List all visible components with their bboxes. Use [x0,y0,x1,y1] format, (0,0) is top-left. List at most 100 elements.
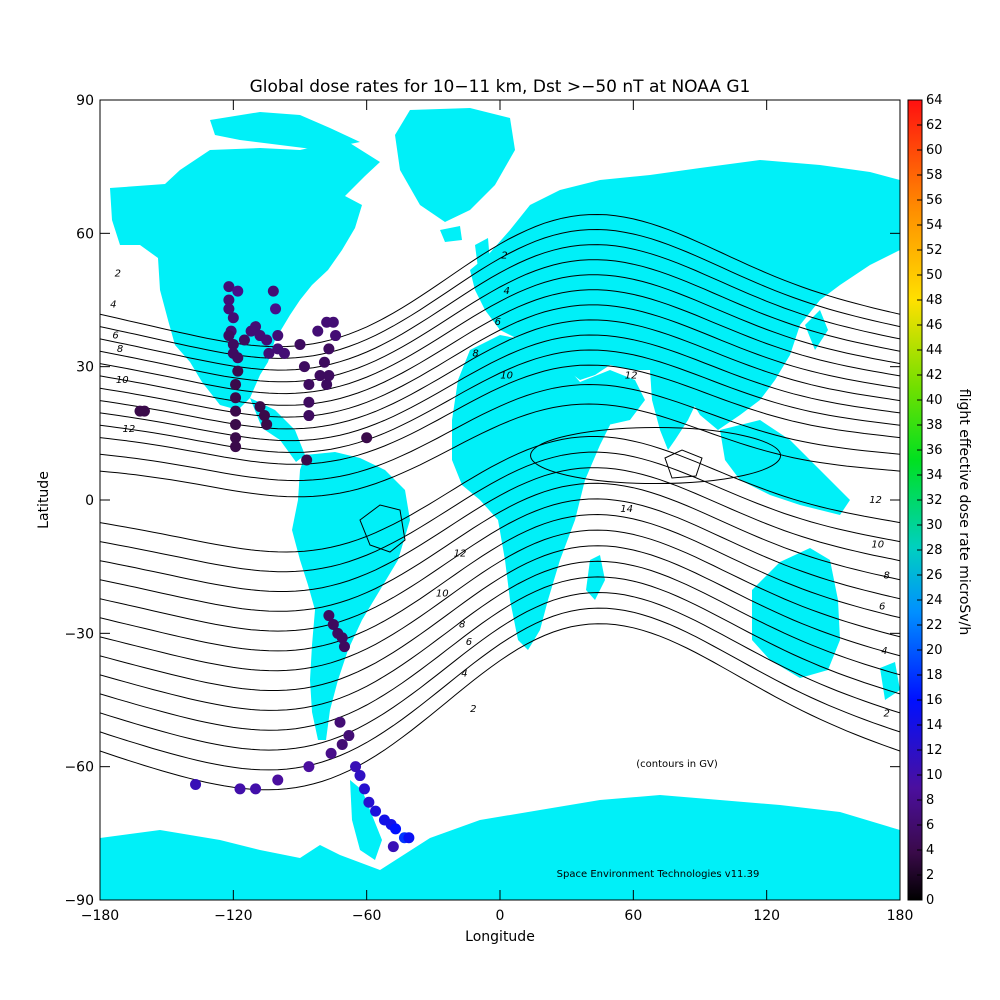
flight-dose-point [323,610,335,622]
contour-label: 8 [472,348,478,359]
y-tick-label: −90 [64,893,94,909]
flight-dose-point [338,641,350,653]
flight-dose-point [232,365,244,377]
contour-label: 2 [470,704,476,715]
flight-dose-point [134,405,146,417]
land-new-zealand [880,662,900,700]
contour-line [100,467,900,592]
contour-inner-loop [664,449,703,479]
contour-line [100,560,900,711]
contour-label: 12 [869,495,882,506]
flight-dose-point [370,805,382,817]
contour-label: 2 [501,251,507,262]
flight-dose-point [363,796,375,808]
y-tick-label: 90 [76,93,94,109]
contour-label: 6 [112,331,118,342]
flight-dose-point [227,312,239,324]
contour-label: 10 [116,375,129,386]
x-tick-label: 0 [496,908,505,924]
contour-line [100,591,900,751]
flight-dose-point [303,378,315,390]
colorbar-tick-label: 14 [926,718,943,733]
land-british-isles [475,238,490,268]
colorbar-tick-label: 0 [926,893,934,908]
flight-dose-point [354,770,366,782]
colorbar-tick-label: 42 [926,368,943,383]
flight-dose-point [267,285,279,297]
land-eurasia [470,160,900,430]
colorbar-tick-label: 64 [926,93,943,108]
land-north-america [110,140,380,410]
colorbar-tick-label: 50 [926,268,943,283]
land-madagascar [586,555,605,600]
x-tick-label: 60 [624,908,642,924]
contour-label: 12 [625,371,638,382]
flight-dose-point [321,378,333,390]
flight-dose-point [325,747,337,759]
flight-dose-point [278,347,290,359]
colorbar-tick-label: 52 [926,243,943,258]
flight-dose-point [272,774,284,786]
colorbar-tick-label: 40 [926,393,943,408]
flight-dose-point [303,396,315,408]
flight-dose-point [258,410,270,422]
flight-dose-point [190,778,202,790]
colorbar-tick-label: 6 [926,818,934,833]
flight-dose-point [336,632,348,644]
flight-dose-point [330,330,342,342]
flight-dose-point [230,405,242,417]
contour-label: 2 [115,268,121,279]
colorbar-tick-label: 16 [926,693,943,708]
contour-line [100,383,900,482]
colorbar-tick-label: 32 [926,493,943,508]
colorbar-tick-label: 34 [926,468,943,483]
map-axes: −180 −120 −60 0 60 120 180 90 60 30 0 −30 −60 −90 [64,93,913,924]
flight-dose-point [318,356,330,368]
y-tick-label: −60 [64,760,94,776]
x-tick-label: −120 [214,908,252,924]
flight-dose-point [303,410,315,422]
flight-dose-point [254,401,266,413]
colorbar-tick-label: 2 [926,868,934,883]
flight-dose-point [232,352,244,364]
contour-line [100,513,900,652]
flight-dose-point [230,378,242,390]
colorbar-ticks: 0246810121416182022242628303234363840424… [917,93,943,908]
land-southeast-asia [720,420,850,515]
flight-dose-point [261,334,273,346]
flight-dose-point [298,361,310,373]
contour-note: (contours in GV) [636,759,718,770]
colorbar-tick-label: 60 [926,143,943,158]
flight-dose-point [334,716,346,728]
land-antarctica [100,795,900,900]
colorbar-tick-label: 46 [926,318,943,333]
flight-dose-point [303,761,315,773]
land-arabia [580,370,645,425]
contour-line [100,364,900,465]
contour-label: 8 [117,344,123,355]
flight-dose-point [227,338,239,350]
flight-dose-point [327,618,339,630]
flight-dose-point [301,454,313,466]
contour-line [100,545,900,691]
flight-dose-point [250,321,262,333]
contour-line [100,529,900,672]
colorbar: 0246810121416182022242628303234363840424… [907,93,972,908]
flight-dose-point [343,730,355,742]
flight-dose-point [294,338,306,350]
flight-dose-point [223,281,235,293]
y-tick-label: 60 [76,226,94,242]
colorbar-tick-label: 8 [926,793,934,808]
colorbar-tick-label: 12 [926,743,943,758]
flight-dose-point [270,303,282,315]
flight-dose-point [390,823,402,835]
flight-dose-point [272,330,284,342]
contour-line [100,576,900,731]
flight-dose-point [323,343,335,355]
flight-dose-point [314,370,326,382]
flight-dose-point [250,783,262,795]
colorbar-tick-label: 38 [926,418,943,433]
